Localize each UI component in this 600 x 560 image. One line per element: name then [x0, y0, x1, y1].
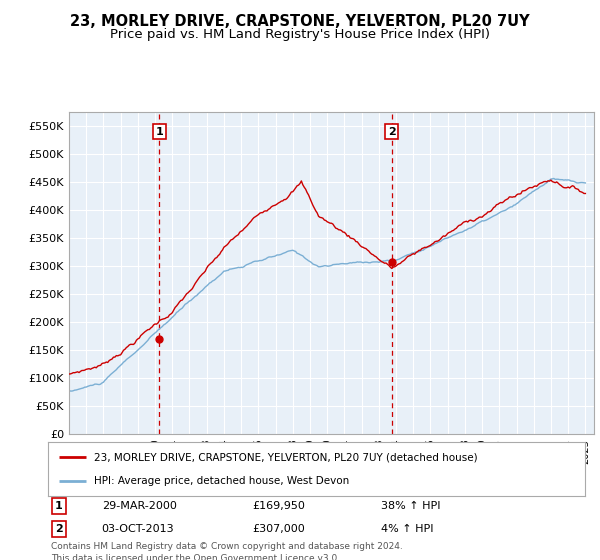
- Text: 38% ↑ HPI: 38% ↑ HPI: [381, 501, 440, 511]
- Text: 2: 2: [55, 524, 62, 534]
- Text: HPI: Average price, detached house, West Devon: HPI: Average price, detached house, West…: [94, 475, 349, 486]
- Text: 29-MAR-2000: 29-MAR-2000: [102, 501, 176, 511]
- Text: £169,950: £169,950: [252, 501, 305, 511]
- Text: 03-OCT-2013: 03-OCT-2013: [102, 524, 175, 534]
- Text: 2: 2: [388, 127, 395, 137]
- Text: 23, MORLEY DRIVE, CRAPSTONE, YELVERTON, PL20 7UY: 23, MORLEY DRIVE, CRAPSTONE, YELVERTON, …: [70, 14, 530, 29]
- Text: £307,000: £307,000: [252, 524, 305, 534]
- Text: 1: 1: [155, 127, 163, 137]
- Text: 23, MORLEY DRIVE, CRAPSTONE, YELVERTON, PL20 7UY (detached house): 23, MORLEY DRIVE, CRAPSTONE, YELVERTON, …: [94, 452, 477, 463]
- Text: Price paid vs. HM Land Registry's House Price Index (HPI): Price paid vs. HM Land Registry's House …: [110, 28, 490, 41]
- Text: 1: 1: [55, 501, 62, 511]
- Text: Contains HM Land Registry data © Crown copyright and database right 2024.
This d: Contains HM Land Registry data © Crown c…: [51, 542, 403, 560]
- Text: 4% ↑ HPI: 4% ↑ HPI: [381, 524, 433, 534]
